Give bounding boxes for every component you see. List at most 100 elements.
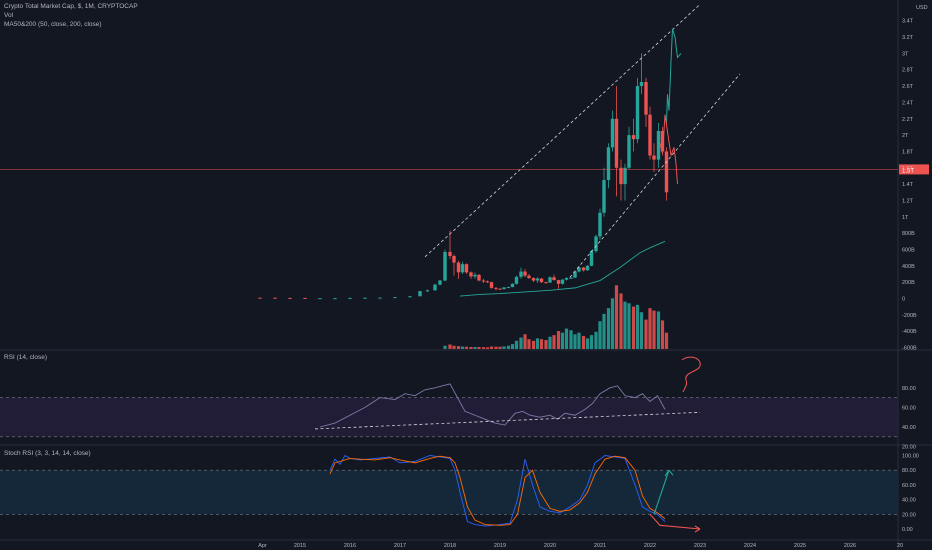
volume-bar	[448, 344, 452, 349]
stoch-y-tick-label: 0.00	[902, 527, 913, 533]
candle-body	[456, 262, 461, 273]
candle-body	[288, 297, 292, 299]
candle-body	[418, 291, 422, 297]
rsi-y-tick-label: 40.00	[902, 425, 916, 431]
x-tick-label: 2024	[744, 543, 756, 549]
y-tick-label: 2.4T	[902, 100, 914, 106]
volume-bar	[606, 308, 611, 349]
candle-body	[452, 256, 456, 263]
candle-body	[648, 114, 652, 156]
x-tick-label: 20	[897, 543, 903, 549]
y-tick-label: 1T	[902, 215, 909, 221]
candle-body	[477, 274, 481, 281]
stoch-y-tick-label: 60.00	[902, 483, 916, 489]
y-tick-label: 1.8T	[902, 149, 914, 155]
y-tick-label: -200B	[902, 313, 917, 319]
candle-body	[631, 135, 636, 140]
volume-bar	[602, 313, 606, 349]
rsi-band	[0, 397, 898, 437]
y-tick-label: 1.2T	[902, 198, 914, 204]
y-tick-label: 200B	[902, 280, 915, 286]
candle-body	[502, 287, 506, 290]
candle-body	[378, 297, 382, 299]
candle-body	[506, 287, 511, 289]
volume-bar	[652, 310, 656, 349]
volume-bar	[544, 340, 548, 349]
x-tick-label: 2026	[844, 543, 856, 549]
volume-bar	[656, 311, 661, 349]
candle-body	[258, 297, 262, 299]
volume-bar	[664, 332, 669, 349]
candle-body	[303, 298, 307, 300]
rsi-trendline	[314, 411, 701, 430]
volume-bar	[648, 308, 652, 349]
candle-body	[652, 155, 656, 160]
volume-bar	[594, 331, 598, 349]
candle-body	[408, 296, 412, 298]
candle-body	[425, 290, 430, 292]
stoch-y-tick-label: 80.00	[902, 468, 916, 474]
rsi-question-annotation	[681, 356, 701, 393]
x-tick-label: 2018	[444, 543, 456, 549]
volume-bar	[644, 319, 648, 349]
candle-body	[494, 287, 498, 289]
volume-bar	[510, 344, 515, 349]
volume-bar	[460, 346, 465, 349]
candle-body	[485, 281, 490, 283]
y-tick-label: -600B	[902, 346, 917, 352]
candle-body	[443, 251, 447, 281]
volume-bar	[598, 321, 602, 349]
candle-body	[433, 284, 437, 291]
rsi-y-tick-label: 60.00	[902, 405, 916, 411]
y-tick-label: 3.2T	[902, 35, 914, 41]
candle-body	[473, 274, 477, 277]
volume-bar	[485, 347, 490, 349]
channel-trendline	[569, 73, 741, 278]
chart-title: Crypto Total Market Cap, $, 1M, CRYPTOCA…	[4, 3, 138, 10]
x-tick-label: 2017	[394, 543, 406, 549]
stoch-line	[329, 455, 666, 526]
candle-body	[556, 280, 561, 284]
candle-body	[614, 118, 619, 168]
x-tick-label: 2020	[544, 543, 556, 549]
candle-body	[552, 277, 556, 281]
volume-bar	[560, 332, 565, 349]
candle-body	[363, 297, 367, 299]
candle-body	[581, 267, 586, 271]
x-tick-label: 2022	[644, 543, 656, 549]
y-tick-label: 2.8T	[902, 68, 914, 74]
candle-body	[514, 276, 519, 284]
volume-bar	[456, 346, 461, 349]
stoch-rsi-legend: Stoch RSI (3, 3, 14, 14, close)	[4, 450, 91, 457]
volume-legend: Vol	[4, 12, 14, 19]
candle-body	[660, 131, 665, 152]
candle-body	[569, 277, 573, 279]
candle-body	[489, 282, 494, 288]
candle-body	[535, 278, 540, 281]
candle-body	[531, 278, 536, 281]
volume-bar	[489, 346, 494, 349]
candle-body	[619, 167, 623, 185]
candle-body	[481, 280, 486, 282]
volume-bar	[502, 346, 506, 349]
candle-body	[464, 264, 469, 273]
candle-body	[448, 251, 452, 257]
stoch-band	[0, 470, 898, 515]
volume-bar	[619, 293, 623, 349]
y-tick-label: 1.6T	[902, 166, 914, 172]
ma-legend: MA50&200 (50, close, 200, close)	[4, 21, 102, 28]
drop-path	[659, 114, 678, 185]
candle-body	[438, 280, 442, 285]
stoch-y-tick-label: 20.00	[902, 512, 916, 518]
volume-bar	[469, 346, 473, 349]
volume-bar	[514, 340, 519, 349]
candle-body	[598, 212, 602, 237]
volume-bar	[531, 340, 536, 349]
candle-body	[273, 297, 277, 299]
candle-body	[544, 282, 548, 284]
rsi-line	[319, 383, 666, 428]
y-tick-label: 2T	[902, 133, 909, 139]
volume-bar	[627, 303, 631, 349]
volume-bar	[610, 298, 615, 349]
